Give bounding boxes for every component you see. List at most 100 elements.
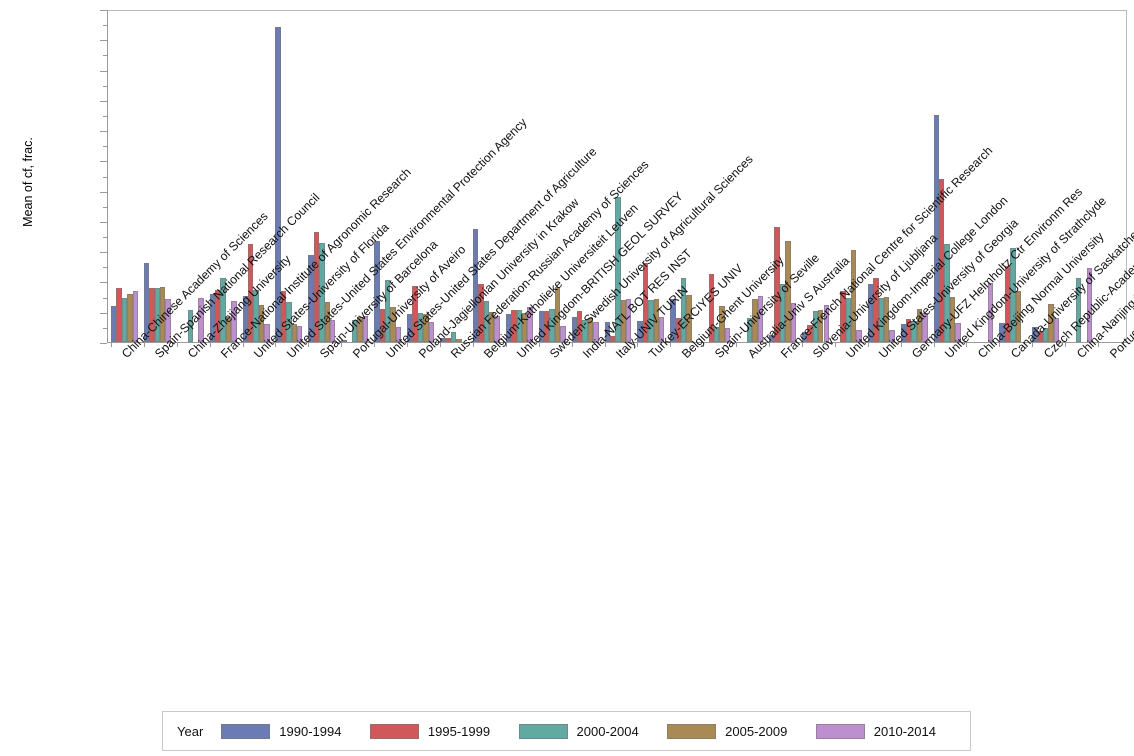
bar[interactable] bbox=[505, 314, 512, 342]
bar[interactable] bbox=[549, 308, 555, 342]
bar[interactable] bbox=[560, 325, 566, 342]
bar[interactable] bbox=[209, 294, 216, 342]
bar[interactable] bbox=[1048, 304, 1054, 342]
bar[interactable] bbox=[626, 299, 632, 342]
bar[interactable] bbox=[582, 320, 588, 342]
bar[interactable] bbox=[324, 301, 330, 342]
bar[interactable] bbox=[478, 284, 484, 342]
bar[interactable] bbox=[352, 320, 358, 342]
bar[interactable] bbox=[609, 335, 616, 342]
bar[interactable] bbox=[840, 290, 846, 342]
bar[interactable] bbox=[374, 241, 380, 342]
bar[interactable] bbox=[417, 313, 424, 342]
bar[interactable] bbox=[165, 298, 171, 342]
bar[interactable] bbox=[873, 278, 879, 342]
bar[interactable] bbox=[807, 325, 813, 342]
bar[interactable] bbox=[900, 324, 907, 342]
bar[interactable] bbox=[576, 310, 583, 342]
bar[interactable] bbox=[856, 329, 862, 342]
legend-item[interactable]: 1990-1994 bbox=[221, 723, 341, 739]
bar[interactable] bbox=[472, 229, 479, 342]
bar[interactable] bbox=[642, 263, 649, 342]
bar[interactable] bbox=[571, 317, 577, 342]
bar[interactable] bbox=[456, 338, 462, 342]
bar[interactable] bbox=[1043, 328, 1049, 342]
bar[interactable] bbox=[757, 296, 764, 342]
bar[interactable] bbox=[1086, 267, 1093, 342]
bar[interactable] bbox=[708, 273, 714, 342]
bar[interactable] bbox=[878, 297, 884, 342]
bar[interactable] bbox=[275, 27, 281, 342]
bar[interactable] bbox=[313, 232, 320, 342]
bar[interactable] bbox=[906, 319, 912, 342]
bar[interactable] bbox=[851, 250, 857, 342]
bar[interactable] bbox=[714, 326, 720, 342]
bar[interactable] bbox=[801, 331, 808, 342]
bar[interactable] bbox=[280, 290, 287, 342]
bar[interactable] bbox=[384, 279, 391, 342]
bar[interactable] bbox=[949, 296, 956, 342]
bar[interactable] bbox=[198, 297, 204, 342]
bar[interactable] bbox=[225, 317, 232, 342]
bar[interactable] bbox=[286, 301, 292, 342]
bar[interactable] bbox=[999, 323, 1005, 342]
bar[interactable] bbox=[319, 242, 325, 342]
bar[interactable] bbox=[483, 300, 490, 342]
bar[interactable] bbox=[544, 310, 550, 342]
bar[interactable] bbox=[769, 335, 775, 342]
bar[interactable] bbox=[511, 310, 517, 342]
bar[interactable] bbox=[160, 286, 166, 342]
bar[interactable] bbox=[823, 305, 829, 342]
legend-item[interactable]: 2000-2004 bbox=[518, 723, 639, 739]
bar[interactable] bbox=[231, 301, 237, 342]
bar[interactable] bbox=[445, 338, 451, 342]
bar[interactable] bbox=[341, 340, 347, 342]
bar[interactable] bbox=[379, 308, 385, 342]
bar[interactable] bbox=[911, 321, 917, 342]
bar[interactable] bbox=[554, 286, 561, 342]
bar[interactable] bbox=[1037, 330, 1044, 342]
bar[interactable] bbox=[450, 332, 457, 342]
bar[interactable] bbox=[527, 306, 533, 342]
bar[interactable] bbox=[1053, 318, 1060, 342]
bar[interactable] bbox=[362, 316, 369, 342]
bar[interactable] bbox=[746, 317, 753, 342]
bar[interactable] bbox=[681, 277, 687, 342]
bar[interactable] bbox=[110, 305, 117, 342]
bar[interactable] bbox=[116, 288, 122, 342]
legend-item[interactable]: 2005-2009 bbox=[667, 723, 787, 739]
bar[interactable] bbox=[670, 299, 676, 342]
bar[interactable] bbox=[143, 263, 150, 342]
bar[interactable] bbox=[922, 313, 928, 342]
bar[interactable] bbox=[867, 283, 874, 342]
bar[interactable] bbox=[253, 289, 259, 342]
bar[interactable] bbox=[779, 283, 786, 342]
bar[interactable] bbox=[149, 287, 155, 342]
bar[interactable] bbox=[258, 305, 265, 342]
bar[interactable] bbox=[790, 303, 796, 342]
bar[interactable] bbox=[489, 312, 495, 342]
bar[interactable] bbox=[883, 296, 890, 342]
bar[interactable] bbox=[955, 323, 961, 342]
bar[interactable] bbox=[615, 196, 621, 342]
bar[interactable] bbox=[752, 298, 758, 342]
bar[interactable] bbox=[653, 299, 659, 342]
bar[interactable] bbox=[620, 300, 627, 342]
bar[interactable] bbox=[247, 243, 254, 342]
bar[interactable] bbox=[132, 291, 138, 342]
bar[interactable] bbox=[845, 297, 851, 342]
bar[interactable] bbox=[593, 322, 599, 342]
bar[interactable] bbox=[242, 296, 248, 342]
bar[interactable] bbox=[889, 329, 895, 342]
bar[interactable] bbox=[1004, 266, 1011, 342]
bar[interactable] bbox=[604, 322, 610, 342]
bar[interactable] bbox=[785, 241, 791, 342]
bar[interactable] bbox=[1015, 291, 1021, 342]
bar[interactable] bbox=[538, 310, 545, 342]
bar[interactable] bbox=[719, 305, 725, 342]
bar[interactable] bbox=[264, 324, 270, 342]
bar[interactable] bbox=[291, 323, 298, 342]
bar[interactable] bbox=[412, 286, 418, 342]
bar[interactable] bbox=[774, 226, 780, 342]
bar[interactable] bbox=[494, 316, 500, 342]
